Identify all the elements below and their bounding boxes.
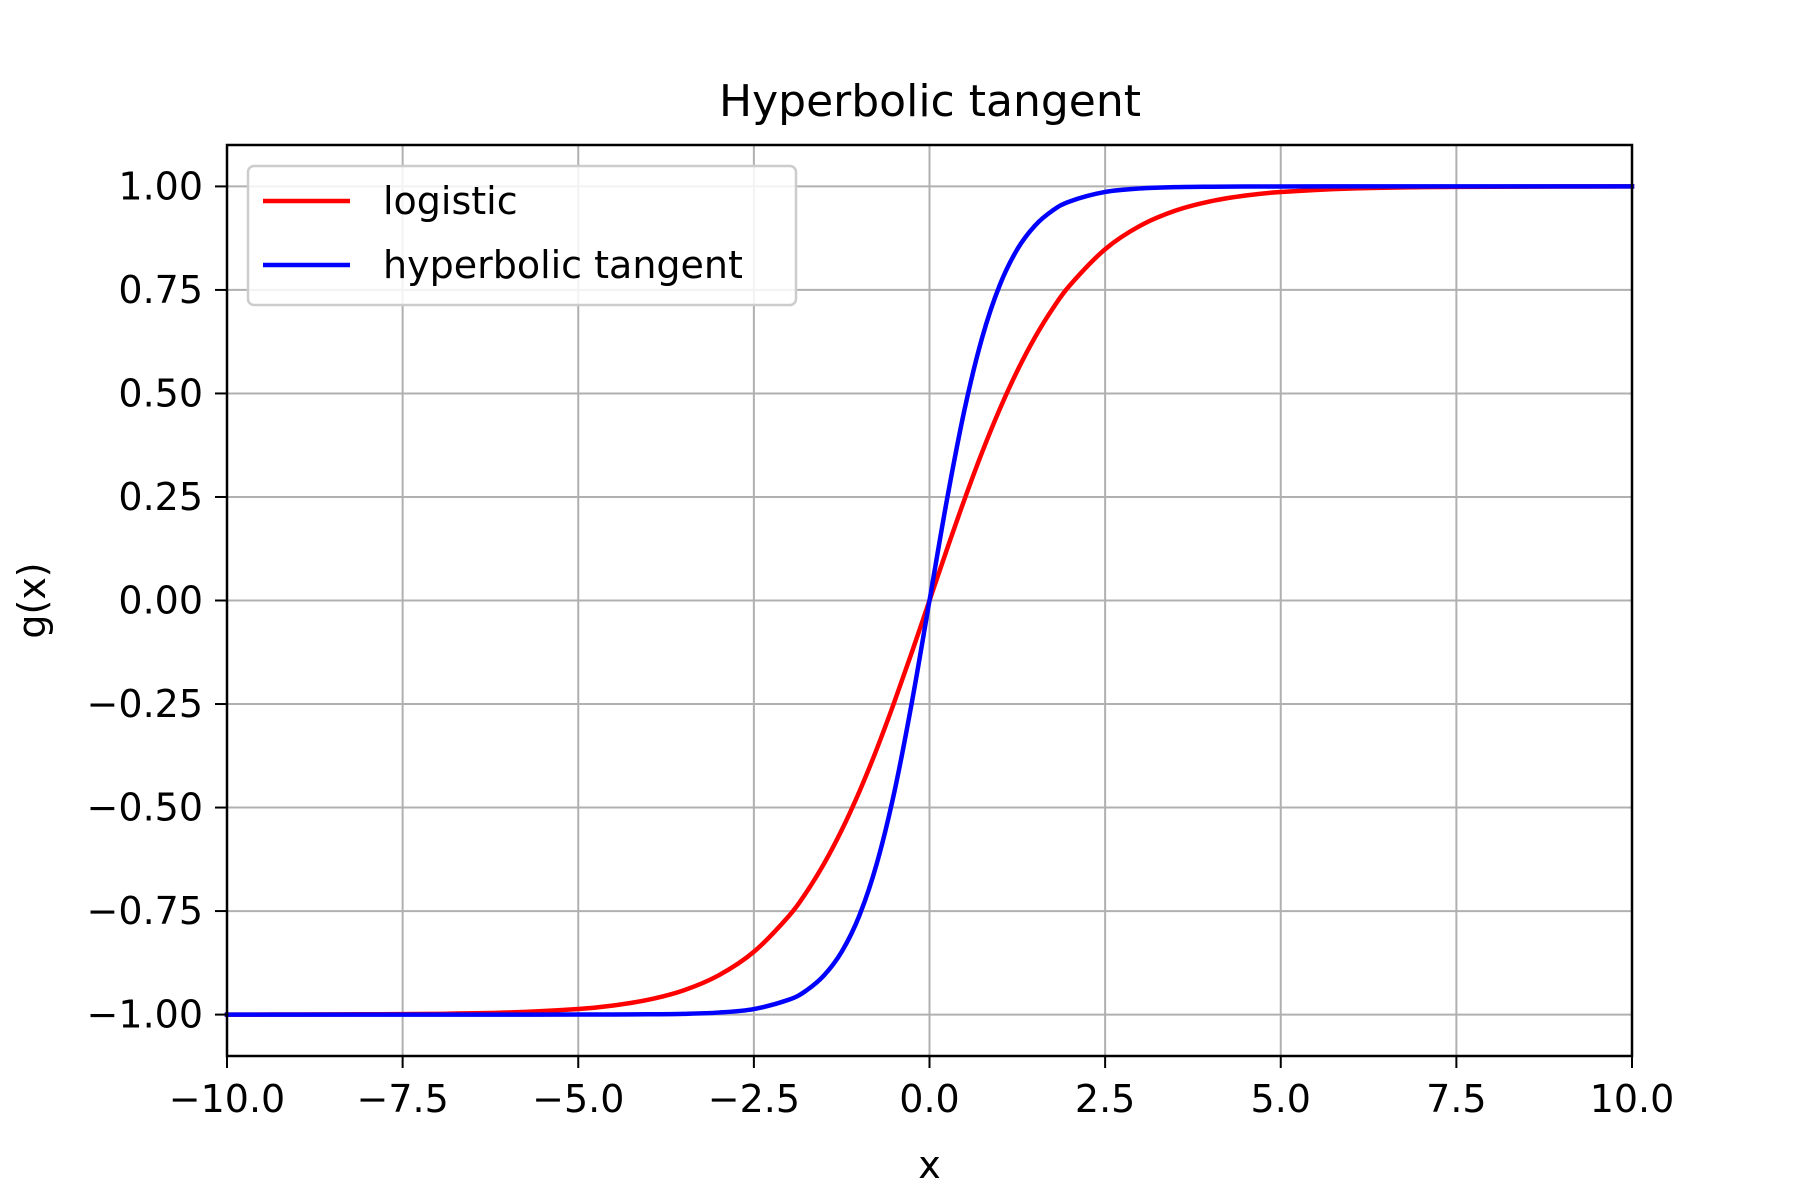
x-tick-label: 2.5 [1075,1077,1135,1121]
y-tick-label: −1.00 [87,993,203,1037]
legend-label-0: logistic [383,179,518,223]
y-tick-label: 1.00 [118,164,203,208]
y-tick-label: −0.75 [87,889,203,933]
x-tick-label: 5.0 [1251,1077,1311,1121]
x-tick-label: 0.0 [899,1077,959,1121]
legend: logistic hyperbolic tangent [246,164,798,307]
chart-title: Hyperbolic tangent [719,76,1141,127]
y-tick-label: 0.75 [118,268,203,312]
legend-label-1: hyperbolic tangent [383,243,743,287]
x-axis-label: x [918,1143,941,1187]
x-tick-label: −2.5 [708,1077,800,1121]
x-tick-label: −7.5 [356,1077,448,1121]
series-line-1 [224,184,1635,1017]
ticks: −10.0 −7.5 −5.0 −2.5 0.0 2.5 5.0 7.5 10.0 −1.00 −0… [87,164,1675,1121]
x-tick-label: −5.0 [532,1077,624,1121]
y-axis-label: g(x) [10,562,54,638]
x-tick-label: 10.0 [1590,1077,1675,1121]
y-tick-label: 0.00 [118,579,203,623]
y-tick-label: −0.50 [87,786,203,830]
y-tick-label: 0.25 [118,475,203,519]
y-tick-label: −0.25 [87,682,203,726]
series-layer [224,184,1635,1017]
x-tick-label: −10.0 [169,1077,285,1121]
legend-box [246,164,798,307]
x-tick-label: 7.5 [1426,1077,1486,1121]
y-tick-label: 0.50 [118,371,203,415]
